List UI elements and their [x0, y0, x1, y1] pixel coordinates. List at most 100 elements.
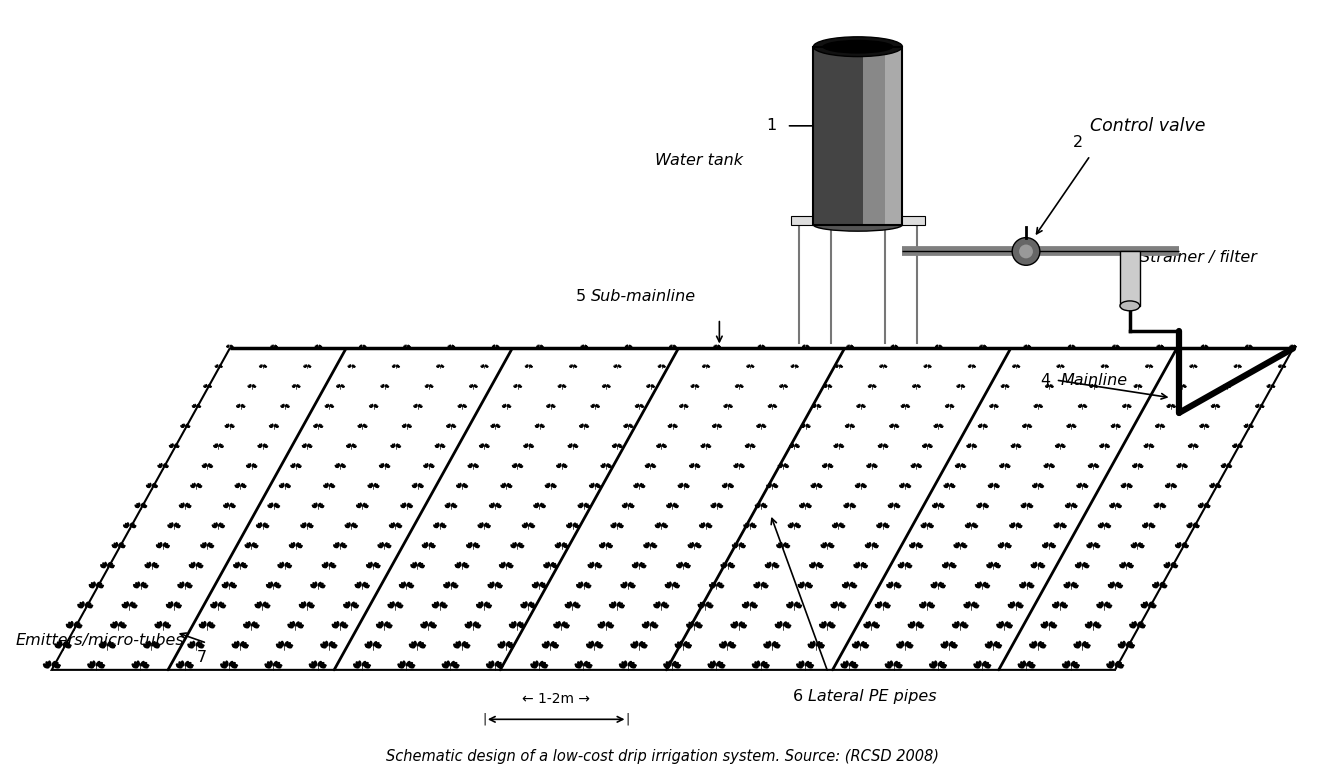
- Ellipse shape: [154, 485, 158, 488]
- Ellipse shape: [888, 505, 892, 508]
- Ellipse shape: [1056, 366, 1059, 368]
- Ellipse shape: [1104, 443, 1108, 447]
- Ellipse shape: [541, 505, 546, 508]
- Ellipse shape: [735, 386, 738, 388]
- Ellipse shape: [994, 483, 996, 487]
- Ellipse shape: [1206, 505, 1211, 508]
- Ellipse shape: [269, 425, 273, 428]
- Ellipse shape: [818, 406, 822, 408]
- Ellipse shape: [1279, 365, 1281, 367]
- Ellipse shape: [208, 465, 212, 468]
- Ellipse shape: [1120, 301, 1140, 311]
- Ellipse shape: [560, 384, 562, 387]
- Ellipse shape: [706, 444, 710, 447]
- Ellipse shape: [721, 564, 725, 568]
- Ellipse shape: [171, 522, 174, 527]
- Ellipse shape: [664, 445, 666, 448]
- Ellipse shape: [629, 504, 633, 507]
- Ellipse shape: [213, 445, 217, 448]
- Ellipse shape: [1030, 644, 1035, 648]
- Ellipse shape: [192, 641, 196, 647]
- Ellipse shape: [1114, 660, 1120, 667]
- Ellipse shape: [425, 384, 428, 387]
- Ellipse shape: [530, 366, 533, 367]
- Ellipse shape: [1090, 463, 1093, 467]
- Ellipse shape: [946, 561, 949, 567]
- Ellipse shape: [702, 366, 705, 368]
- Ellipse shape: [154, 565, 159, 568]
- Ellipse shape: [191, 485, 195, 488]
- Ellipse shape: [723, 483, 726, 487]
- Ellipse shape: [774, 564, 779, 568]
- Ellipse shape: [629, 425, 633, 428]
- Ellipse shape: [1133, 386, 1137, 388]
- Ellipse shape: [567, 525, 571, 528]
- Ellipse shape: [200, 545, 205, 548]
- Ellipse shape: [354, 604, 359, 607]
- Ellipse shape: [276, 425, 280, 428]
- Ellipse shape: [220, 525, 225, 528]
- Ellipse shape: [1116, 581, 1120, 587]
- Ellipse shape: [796, 664, 802, 668]
- Ellipse shape: [223, 505, 227, 508]
- Ellipse shape: [481, 522, 484, 527]
- Ellipse shape: [541, 346, 543, 348]
- Ellipse shape: [818, 563, 822, 567]
- Ellipse shape: [232, 584, 237, 588]
- Ellipse shape: [894, 662, 901, 667]
- Ellipse shape: [164, 625, 170, 628]
- Ellipse shape: [197, 484, 201, 487]
- Ellipse shape: [1249, 425, 1253, 428]
- Ellipse shape: [439, 364, 440, 367]
- Ellipse shape: [554, 625, 559, 628]
- Ellipse shape: [274, 424, 277, 427]
- Ellipse shape: [629, 425, 633, 428]
- Ellipse shape: [872, 621, 876, 627]
- Ellipse shape: [404, 502, 407, 507]
- Ellipse shape: [1166, 562, 1169, 567]
- Ellipse shape: [794, 601, 798, 607]
- Ellipse shape: [1061, 366, 1064, 368]
- Ellipse shape: [1114, 344, 1116, 347]
- Ellipse shape: [307, 523, 313, 527]
- Ellipse shape: [755, 505, 759, 508]
- Ellipse shape: [1043, 545, 1047, 548]
- Ellipse shape: [922, 523, 926, 527]
- Ellipse shape: [583, 581, 587, 587]
- Ellipse shape: [563, 386, 567, 387]
- Ellipse shape: [409, 645, 415, 648]
- Ellipse shape: [441, 602, 445, 607]
- Ellipse shape: [464, 565, 469, 568]
- Ellipse shape: [852, 584, 857, 588]
- Ellipse shape: [757, 425, 761, 428]
- Ellipse shape: [627, 344, 628, 347]
- Ellipse shape: [1072, 505, 1077, 508]
- Ellipse shape: [594, 641, 599, 647]
- Ellipse shape: [268, 505, 272, 508]
- Ellipse shape: [1006, 545, 1011, 548]
- Ellipse shape: [1023, 424, 1026, 427]
- Ellipse shape: [802, 346, 804, 348]
- Ellipse shape: [685, 565, 690, 568]
- Ellipse shape: [994, 404, 996, 407]
- Ellipse shape: [1151, 584, 1157, 588]
- Ellipse shape: [193, 482, 196, 487]
- Ellipse shape: [1055, 445, 1059, 448]
- Ellipse shape: [582, 423, 584, 427]
- Ellipse shape: [664, 525, 668, 528]
- Ellipse shape: [136, 503, 139, 507]
- Ellipse shape: [248, 542, 252, 547]
- Ellipse shape: [562, 463, 564, 467]
- Ellipse shape: [403, 424, 405, 427]
- Ellipse shape: [727, 562, 731, 567]
- Ellipse shape: [1129, 406, 1132, 407]
- Ellipse shape: [884, 523, 888, 527]
- Ellipse shape: [221, 584, 227, 588]
- Ellipse shape: [1204, 503, 1207, 507]
- Ellipse shape: [640, 484, 644, 487]
- Ellipse shape: [880, 365, 882, 367]
- Ellipse shape: [211, 604, 215, 608]
- Ellipse shape: [527, 364, 529, 367]
- Ellipse shape: [656, 602, 660, 607]
- Ellipse shape: [213, 523, 217, 527]
